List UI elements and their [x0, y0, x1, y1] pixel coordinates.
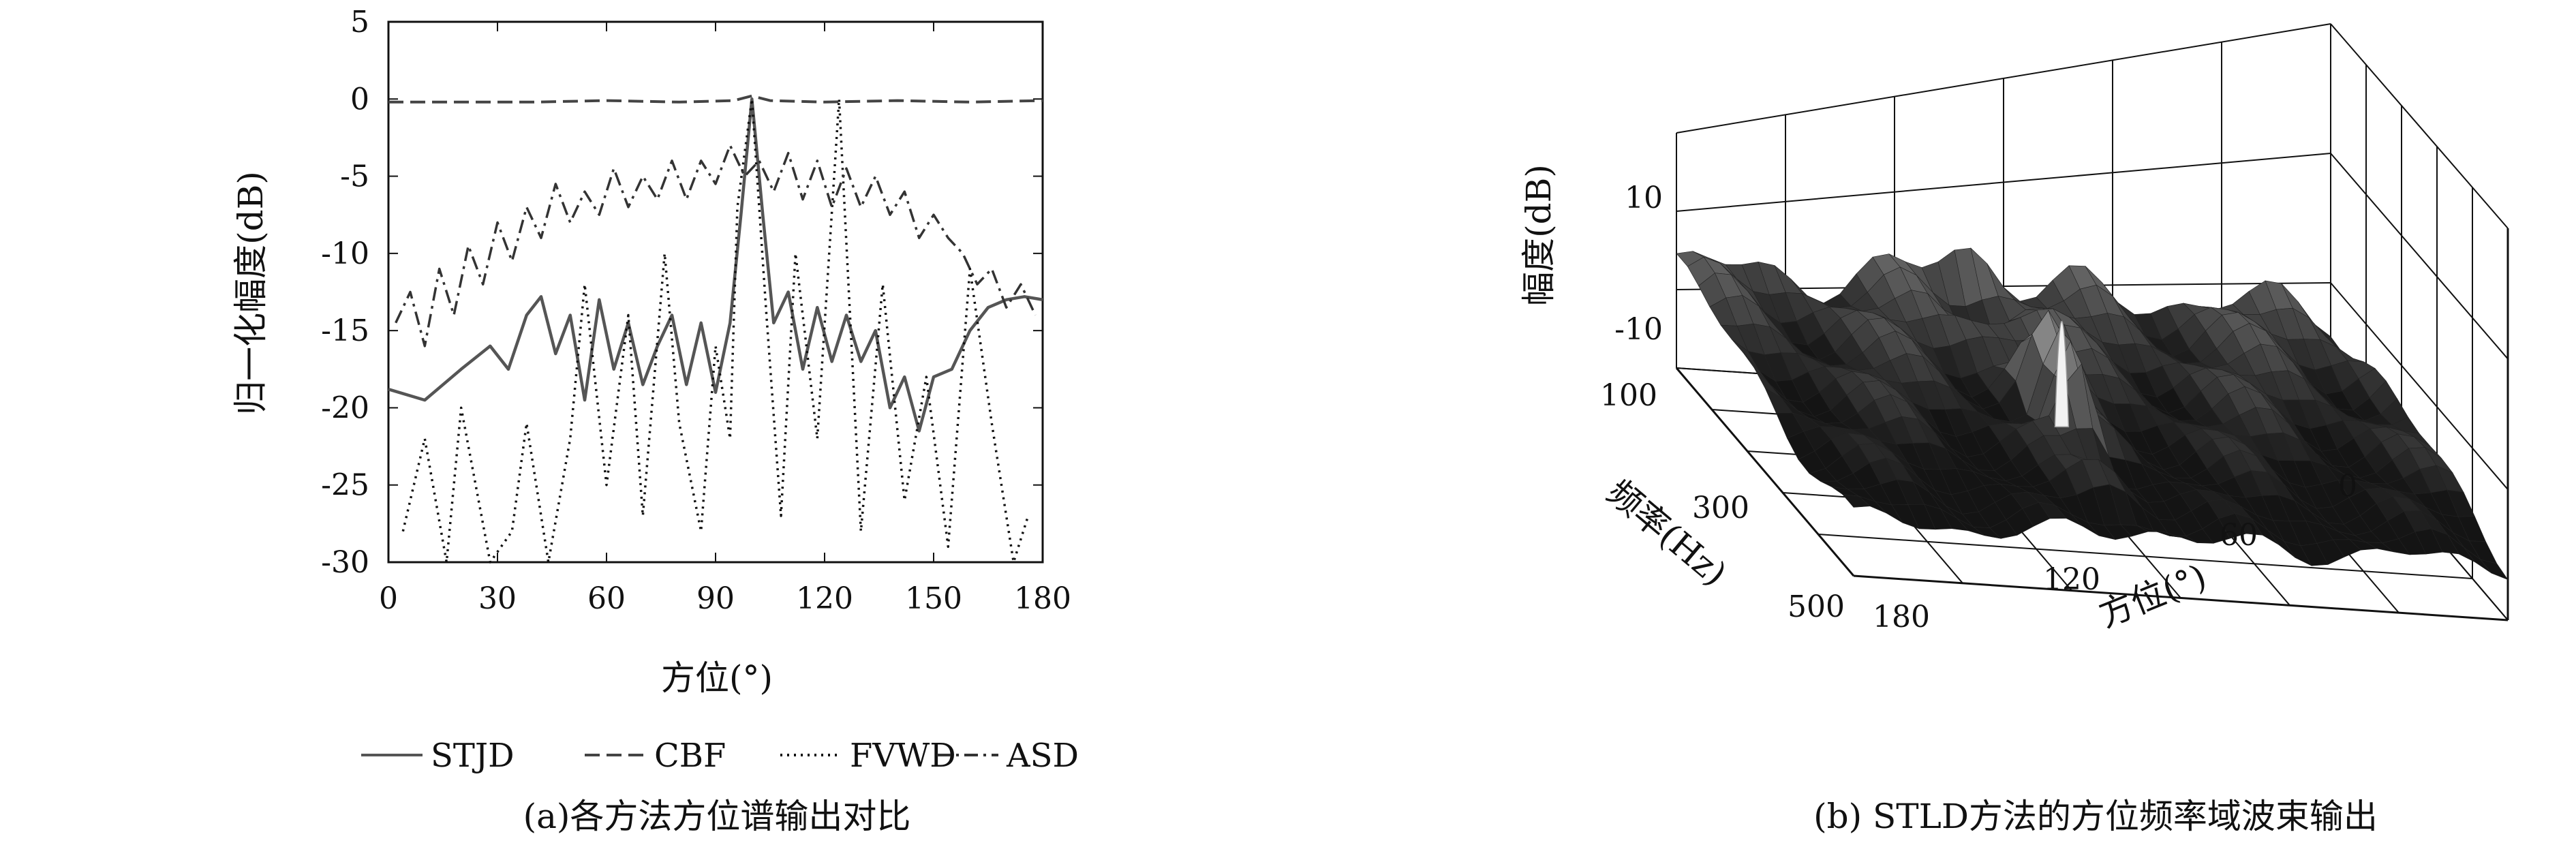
surface-tick-label: 120: [2043, 562, 2100, 597]
legend-label-asd: ASD: [1006, 737, 1079, 775]
surface-tick-label: 60: [2220, 518, 2258, 553]
x-tick-label: 30: [478, 581, 517, 616]
z-axis-label: 幅度(dB): [1519, 164, 1559, 306]
x-tick-label: 150: [905, 581, 962, 616]
surface-tick-label: 100: [1600, 378, 1657, 413]
x-axis-ticks: 0 30 60 90 120 150 180: [379, 22, 1071, 616]
axis-frequency: [1675, 367, 1855, 577]
x-tick-label: 120: [796, 581, 853, 616]
legend: STJD CBF FVWD ASD: [361, 737, 1079, 775]
grid-line: [1676, 23, 2331, 134]
x-tick-label: 0: [379, 581, 398, 616]
caption-a: (a)各方法方位谱输出对比: [523, 797, 911, 836]
y-tick-label: -5: [340, 159, 369, 194]
surface-tick-label: 10: [1625, 181, 1663, 215]
y-tick-label: 5: [350, 5, 369, 40]
surface-tick-label: 300: [1692, 491, 1749, 525]
grid-line: [2330, 282, 2509, 490]
series-asd-line: [395, 144, 1037, 348]
surface-ticks: 10 -10 100 300 500 180 120 60 0: [1600, 181, 2357, 634]
azimuth-axis-label: 方位(°): [2094, 557, 2212, 635]
surface-peak: [2054, 320, 2070, 428]
x-tick-label: 90: [696, 581, 735, 616]
grid-line: [1818, 534, 2473, 579]
surface-tick-label: -10: [1614, 312, 1663, 347]
y-tick-label: -25: [321, 468, 369, 503]
grid-line: [2330, 153, 2509, 360]
legend-label-stjd: STJD: [431, 737, 515, 775]
surface-tick-label: 0: [2338, 469, 2357, 504]
x-axis-label: 方位(°): [661, 658, 773, 698]
legend-label-cbf: CBF: [654, 737, 726, 775]
y-tick-label: -20: [321, 390, 369, 425]
y-axis-label: 归一化幅度(dB): [231, 171, 271, 415]
surface-mesh: [1676, 247, 2509, 581]
panel-a-line-chart: 5 0 -5 -10 -15 -20 -25 -30 0 30 60 90 120 150 180 方位(…: [231, 5, 1079, 836]
series-cbf-line: [388, 94, 1043, 104]
grid-line: [2330, 23, 2509, 229]
caption-b: (b) STLD方法的方位频率域波束输出: [1813, 797, 2378, 836]
surface-tick-label: 180: [1873, 600, 1930, 634]
y-axis-ticks: 5 0 -5 -10 -15 -20 -25 -30: [321, 5, 1043, 580]
axis-azimuth: [1853, 574, 2509, 621]
x-tick-label: 60: [587, 581, 626, 616]
series-fvwd-line: [401, 97, 1030, 564]
y-tick-label: -30: [321, 545, 369, 580]
surface-facet: [2480, 559, 2509, 581]
y-tick-label: -15: [321, 313, 369, 348]
surface-tick-label: 500: [1788, 589, 1845, 624]
y-tick-label: -10: [321, 236, 369, 271]
x-tick-label: 180: [1014, 581, 1071, 616]
y-tick-label: 0: [350, 82, 369, 117]
series-layer: [388, 94, 1043, 564]
series-stjd-line: [388, 97, 1043, 433]
grid-line: [1676, 153, 2331, 212]
